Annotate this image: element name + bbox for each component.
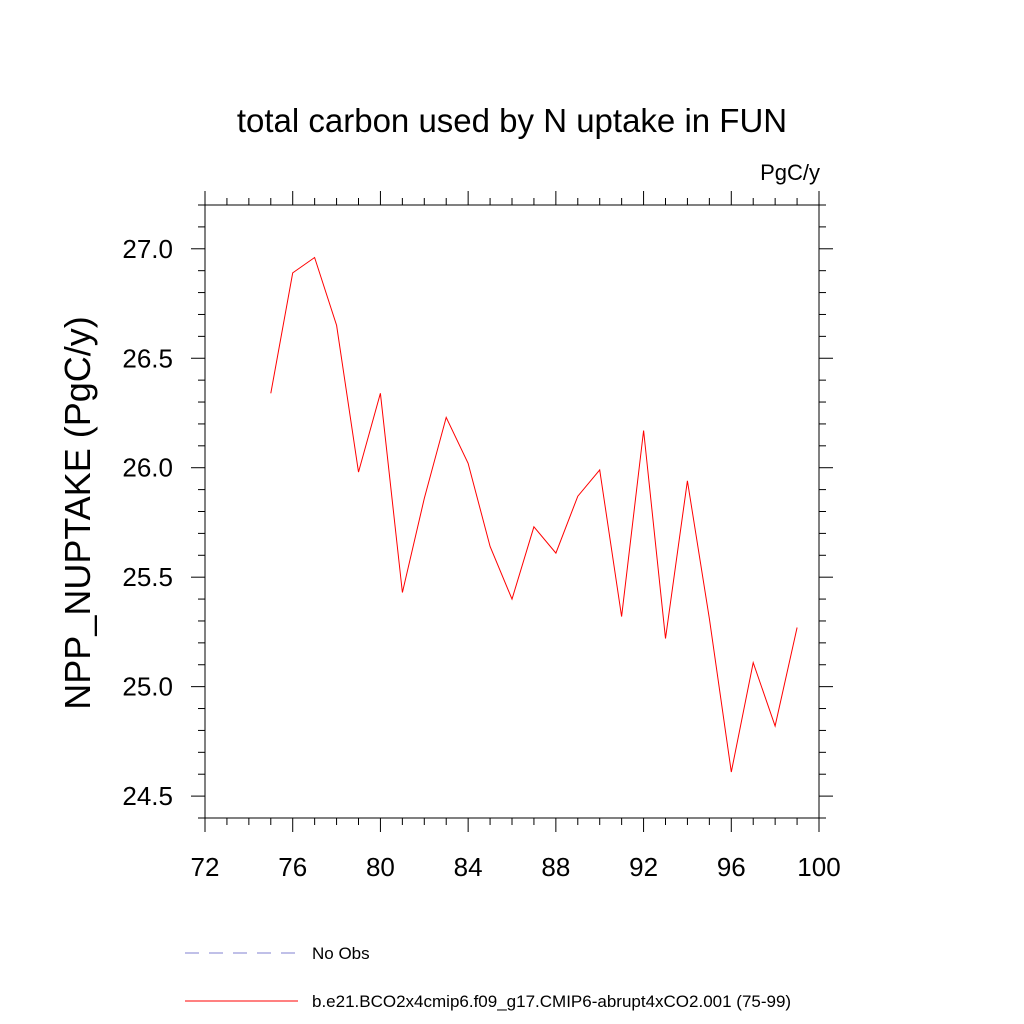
y-tick-label: 26.5 — [122, 343, 173, 373]
x-tick-label: 96 — [717, 852, 746, 882]
y-tick-label: 27.0 — [122, 234, 173, 264]
y-tick-label: 25.0 — [122, 672, 173, 702]
plot-frame — [204, 204, 820, 819]
y-tick-labels: 24.5 25.0 25.5 26.0 26.5 27.0 — [122, 234, 173, 811]
x-tick-label: 100 — [797, 852, 840, 882]
x-tick-labels: 72 76 80 84 88 92 96 100 — [191, 852, 841, 882]
x-tick-label: 84 — [454, 852, 483, 882]
x-tick-label: 92 — [629, 852, 658, 882]
x-tick-label: 72 — [191, 852, 220, 882]
series-line — [270, 256, 798, 773]
chart-title: total carbon used by N uptake in FUN — [237, 102, 787, 139]
y-tick-label: 26.0 — [122, 453, 173, 483]
legend-label-no-obs: No Obs — [312, 944, 370, 963]
x-tick-label: 80 — [366, 852, 395, 882]
x-tick-label: 88 — [541, 852, 570, 882]
units-label: PgC/y — [760, 160, 820, 185]
legend: No Obs b.e21.BCO2x4cmip6.f09_g17.CMIP6-a… — [185, 944, 791, 1011]
axis-ticks — [191, 191, 833, 832]
y-tick-label: 25.5 — [122, 562, 173, 592]
series-layer — [270, 256, 798, 773]
x-tick-label: 76 — [278, 852, 307, 882]
y-axis-label: NPP_NUPTAKE (PgC/y) — [57, 316, 98, 709]
y-tick-label: 24.5 — [122, 781, 173, 811]
legend-label-model: b.e21.BCO2x4cmip6.f09_g17.CMIP6-abrupt4x… — [312, 992, 791, 1011]
